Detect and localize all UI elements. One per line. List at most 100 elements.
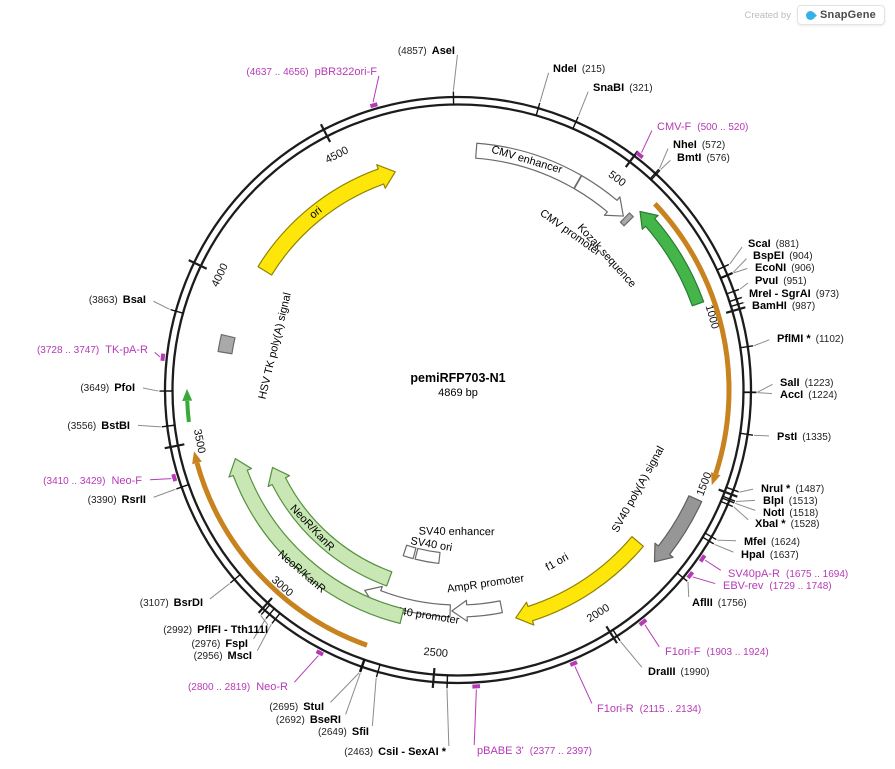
primer-pBABE-3-[interactable]: pBABE 3' (2377 .. 2397) [472, 684, 592, 757]
site-label[interactable]: PstI (1335) [777, 431, 831, 443]
snapgene-logo[interactable]: SnapGene [796, 5, 885, 25]
site-label[interactable]: HpaI (1637) [741, 549, 799, 561]
site-AflII[interactable]: AflII (1756) [676, 572, 747, 609]
cmv-enhancer-feature[interactable]: CMV enhancer [475, 142, 582, 189]
site-ScaI[interactable]: ScaI (881) [716, 238, 799, 271]
site-label[interactable]: SalI (1223) [780, 377, 833, 389]
primer-F1ori-R[interactable]: F1ori-R (2115 .. 2134) [569, 660, 701, 715]
neor-kanr-inner-feature[interactable]: NeoR/KanR [267, 466, 393, 587]
site-SnaBI[interactable]: SnaBI (321) [572, 82, 653, 130]
gene-arrow-feature[interactable] [639, 210, 705, 307]
site-StuI[interactable]: (2695) StuI [269, 658, 365, 713]
site-HpaI[interactable]: HpaI (1637) [701, 536, 799, 561]
site-NheI[interactable]: NheI (572) [649, 139, 725, 180]
site-FspI[interactable]: (2976) FspI [191, 607, 276, 650]
site-label[interactable]: (3390) RsrII [88, 494, 146, 506]
site-BlpI[interactable]: BlpI (1513) [722, 495, 818, 507]
site-BsaI[interactable]: (3863) BsaI [89, 294, 184, 314]
primer-F1ori-F[interactable]: F1ori-F (1903 .. 1924) [638, 618, 769, 658]
site-label[interactable]: BspEI (904) [753, 250, 813, 262]
small-green-arc-feature[interactable] [182, 388, 193, 423]
primer-label[interactable]: (4637 .. 4656) pBR322ori-F [246, 66, 377, 78]
site-label[interactable]: DraIII (1990) [648, 666, 709, 678]
site-label[interactable]: (2692) BseRI [276, 714, 341, 726]
primer-pBR322ori-F[interactable]: (4637 .. 4656) pBR322ori-F [246, 66, 380, 109]
site-label[interactable]: (2992) PflFI - Tth111I [163, 624, 268, 636]
site-NdeI[interactable]: NdeI (215) [535, 63, 605, 117]
site-label[interactable]: PvuI (951) [755, 275, 807, 287]
site-BseRI[interactable]: (2692) BseRI [276, 659, 366, 726]
site-label[interactable]: (2695) StuI [269, 701, 324, 713]
site-label[interactable]: AccI (1224) [780, 389, 837, 401]
site-XbaI-[interactable]: XbaI * (1528) [720, 500, 819, 530]
site-PflFI-Tth111I[interactable]: (2992) PflFI - Tth111I [163, 603, 271, 636]
site-label[interactable]: BmtI (576) [677, 152, 730, 164]
primer-label[interactable]: F1ori-R (2115 .. 2134) [597, 703, 701, 715]
site-NruI-[interactable]: NruI * (1487) [725, 483, 824, 495]
site-label[interactable]: MreI - SgrAI (973) [749, 288, 839, 300]
site-MfeI[interactable]: MfeI (1624) [704, 532, 800, 548]
primer-label[interactable]: CMV-F (500 .. 520) [657, 121, 748, 133]
primer-Neo-R[interactable]: (2800 .. 2819) Neo-R [188, 649, 324, 693]
site-CsiI-SexAI-[interactable]: (2463) CsiI - SexAI * [344, 674, 450, 758]
site-AseI[interactable]: (4857) AseI [398, 45, 458, 106]
site-PvuI[interactable]: PvuI (951) [726, 275, 807, 295]
sv40-polya-feature[interactable]: SV40 poly(A) signal [610, 444, 703, 563]
f1-ori-feature[interactable]: f1 ori [515, 536, 645, 626]
primer-label[interactable]: pBABE 3' (2377 .. 2397) [477, 745, 592, 757]
site-BmtI[interactable]: BmtI (576) [650, 152, 730, 181]
site-SfiI[interactable]: (2649) SfiI [318, 663, 381, 738]
primer-label[interactable]: (3410 .. 3429) Neo-F [43, 475, 142, 487]
primer-label[interactable]: (3728 .. 3747) TK-pA-R [37, 344, 148, 356]
sv40-enhancer-feature[interactable]: SV40 enhancer [414, 526, 495, 565]
primer-TK-pA-R[interactable]: (3728 .. 3747) TK-pA-R [37, 344, 166, 362]
primer-label[interactable]: F1ori-F (1903 .. 1924) [665, 646, 769, 658]
site-MreI-SgrAI[interactable]: MreI - SgrAI (973) [728, 288, 839, 303]
site-label[interactable]: NheI (572) [673, 139, 725, 151]
site-BsrDI[interactable]: (3107) BsrDI [140, 573, 242, 609]
site-label[interactable]: NruI * (1487) [761, 483, 824, 495]
site-label[interactable]: (3863) BsaI [89, 294, 146, 306]
site-AccI[interactable]: AccI (1224) [742, 389, 837, 401]
site-MscI[interactable]: (2956) MscI [194, 612, 281, 662]
site-NotI[interactable]: NotI (1518) [721, 497, 818, 519]
site-label[interactable]: (2956) MscI [194, 650, 252, 662]
site-label[interactable]: NdeI (215) [553, 63, 605, 75]
site-label[interactable]: (4857) AseI [398, 45, 455, 57]
site-label[interactable]: SnaBI (321) [593, 82, 653, 94]
site-label[interactable]: AflII (1756) [692, 597, 747, 609]
site-PstI[interactable]: PstI (1335) [739, 431, 831, 443]
site-label[interactable]: ScaI (881) [748, 238, 799, 250]
hsv-tk-polya-feature[interactable]: HSV TK poly(A) signal [217, 291, 294, 400]
primer-Neo-F[interactable]: (3410 .. 3429) Neo-F [43, 473, 178, 487]
site-PfoI[interactable]: (3649) PfoI [80, 382, 174, 394]
site-PflMI-[interactable]: PflMI * (1102) [739, 333, 844, 349]
site-label[interactable]: (3556) BstBI [67, 420, 130, 432]
primer-label[interactable]: SV40pA-R (1675 .. 1694) [728, 568, 848, 580]
primer-CMV-F[interactable]: CMV-F (500 .. 520) [635, 121, 749, 159]
site-EcoNI[interactable]: EcoNI (906) [720, 262, 815, 280]
cds-arc-left-feature[interactable] [192, 451, 368, 648]
site-label[interactable]: (2649) SfiI [318, 726, 369, 738]
cds-arc-right-feature[interactable] [653, 202, 732, 486]
site-label[interactable]: BamHI (987) [752, 300, 815, 312]
site-BstBI[interactable]: (3556) BstBI [67, 420, 176, 432]
site-label[interactable]: (3649) PfoI [80, 382, 135, 394]
kozak-sequence-feature[interactable]: Kozak sequence [575, 212, 638, 290]
site-RsrII[interactable]: (3390) RsrII [88, 483, 190, 506]
site-BamHI[interactable]: BamHI (987) [730, 300, 816, 312]
cmv-promoter-feature[interactable]: CMV promoter [538, 175, 624, 259]
site-label[interactable]: (3107) BsrDI [140, 597, 203, 609]
site-label[interactable]: (2463) CsiI - SexAI * [344, 746, 446, 758]
site-label[interactable]: NotI (1518) [763, 507, 818, 519]
site-label[interactable]: (2976) FspI [191, 638, 248, 650]
site-DraIII[interactable]: DraIII (1990) [612, 629, 710, 678]
primer-EBV-rev[interactable]: EBV-rev (1729 .. 1748) [686, 570, 832, 592]
site-label[interactable]: PflMI * (1102) [777, 333, 844, 345]
site-label[interactable]: BlpI (1513) [763, 495, 818, 507]
primer-label[interactable]: EBV-rev (1729 .. 1748) [723, 580, 832, 592]
ori-feature[interactable]: ori [257, 164, 396, 276]
primer-SV40pA-R[interactable]: SV40pA-R (1675 .. 1694) [698, 554, 849, 580]
site-BspEI[interactable]: BspEI (904) [719, 250, 813, 279]
site-label[interactable]: MfeI (1624) [744, 536, 800, 548]
